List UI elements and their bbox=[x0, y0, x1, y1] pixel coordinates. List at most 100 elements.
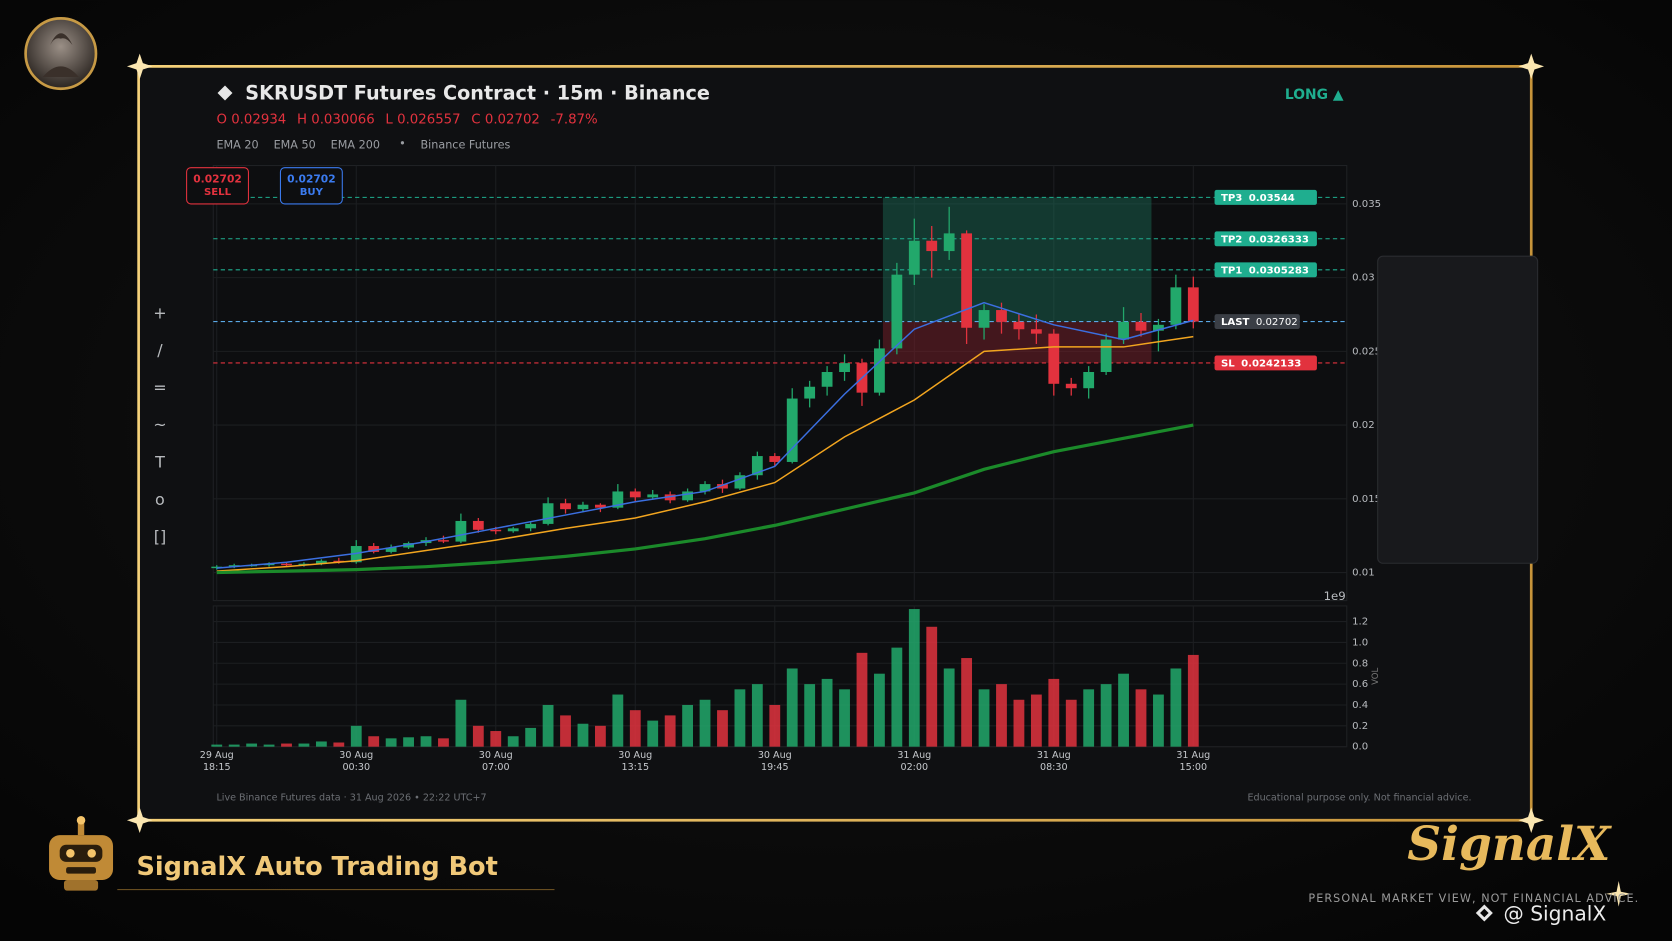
y-tick-label: 0.02 bbox=[1352, 420, 1375, 431]
volume-bar bbox=[612, 694, 624, 747]
logo: SignalX bbox=[1407, 817, 1612, 872]
tool-button[interactable]: [] bbox=[154, 527, 166, 546]
volume-bar bbox=[263, 744, 275, 747]
tool-button[interactable]: = bbox=[153, 378, 166, 397]
candle-body bbox=[368, 546, 380, 552]
candle-body bbox=[594, 504, 606, 508]
bot-name: SignalX Auto Trading Bot bbox=[136, 852, 497, 882]
candle-body bbox=[455, 520, 467, 542]
candle-body bbox=[315, 560, 327, 564]
order-button[interactable]: 0.02702 BUY bbox=[279, 167, 343, 205]
ohlc-label: L bbox=[385, 113, 393, 128]
volume-bar bbox=[211, 744, 223, 747]
avatar[interactable] bbox=[24, 17, 98, 91]
candle-body bbox=[281, 563, 292, 566]
button-price: 0.02702 bbox=[193, 172, 242, 185]
volume-bar bbox=[281, 743, 292, 747]
candle-body bbox=[1135, 321, 1147, 331]
trade-plan-panel bbox=[1377, 255, 1539, 564]
handle-icon bbox=[1475, 904, 1493, 922]
level-tag bbox=[1214, 262, 1317, 278]
plot: 0.01 0.015 0.02 0.025 0.03 0.035 0.0 0.2 0.4 0.6 0… bbox=[200, 165, 1381, 773]
candle-body bbox=[1187, 287, 1199, 322]
candle-body bbox=[804, 386, 816, 399]
tool-button[interactable]: ~ bbox=[153, 415, 166, 434]
candle-body bbox=[1100, 339, 1112, 373]
volume-bar bbox=[1100, 684, 1112, 747]
volume-bar bbox=[298, 743, 310, 747]
volume-offset: 1e9 bbox=[1324, 589, 1346, 603]
ema-line bbox=[216, 301, 1194, 569]
footer-right: Educational purpose only. Not financial … bbox=[1247, 792, 1471, 803]
legend-item: EMA 20 bbox=[216, 138, 258, 151]
volume-bar bbox=[664, 715, 676, 747]
volume-bar bbox=[1083, 689, 1095, 747]
candle-body bbox=[507, 528, 519, 532]
volume-bar bbox=[856, 652, 868, 747]
candle-body bbox=[751, 456, 763, 476]
volume-bar bbox=[403, 737, 414, 747]
tool-button[interactable]: T bbox=[154, 453, 165, 472]
candle-body bbox=[525, 523, 537, 529]
level-tag bbox=[1214, 231, 1317, 247]
volume-bar bbox=[978, 689, 990, 747]
volume-bar bbox=[228, 744, 240, 747]
level-tag-value: 0.0326333 bbox=[1249, 234, 1309, 245]
level-tag-value: 0.02702 bbox=[1256, 317, 1298, 328]
y-tick-label: 0.015 bbox=[1352, 494, 1381, 505]
candle-body bbox=[908, 240, 920, 275]
volume-bar bbox=[926, 626, 938, 747]
volume-bar bbox=[839, 689, 850, 747]
level-tag-value: 0.03544 bbox=[1249, 193, 1295, 204]
volume-bar bbox=[472, 725, 484, 747]
volume-bar bbox=[682, 704, 693, 747]
disclaimer: PERSONAL MARKET VIEW, NOT FINANCIAL ADVI… bbox=[1308, 892, 1639, 905]
button-box bbox=[279, 167, 343, 205]
volume-bar bbox=[908, 609, 920, 747]
chart-title: SKRUSDT Futures Contract · 15m · Binance bbox=[245, 82, 710, 105]
y-tick-label: 0.03 bbox=[1352, 273, 1375, 284]
volume-bar bbox=[1153, 694, 1164, 747]
candle-body bbox=[1083, 372, 1095, 389]
candle-body bbox=[1153, 324, 1164, 331]
candle-body bbox=[943, 233, 955, 252]
price-panel bbox=[212, 164, 1348, 602]
ohlc-label: O bbox=[216, 113, 226, 128]
candle-body bbox=[717, 484, 728, 489]
candle-body bbox=[1030, 329, 1042, 334]
level-tag bbox=[1214, 355, 1317, 371]
candle-body bbox=[1170, 287, 1182, 325]
y-tick-label: 0.035 bbox=[1352, 199, 1381, 210]
ema-line bbox=[216, 335, 1194, 572]
volume-bar bbox=[490, 731, 502, 747]
tool-button[interactable]: o bbox=[155, 490, 165, 509]
volume-bar bbox=[594, 725, 606, 747]
tool-button[interactable]: / bbox=[157, 341, 163, 360]
tool-button[interactable]: + bbox=[153, 303, 166, 322]
candle-body bbox=[961, 233, 973, 328]
volume-bar bbox=[507, 736, 519, 747]
volume-bar bbox=[804, 684, 816, 747]
level-tag-value: 0.0242133 bbox=[1241, 358, 1301, 369]
volume-bar bbox=[1170, 668, 1182, 747]
volume-bar bbox=[542, 704, 554, 747]
ohlc-value: 0.026557 bbox=[397, 113, 461, 128]
volume-tick-label: 1.2 bbox=[1352, 617, 1368, 628]
order-button[interactable]: 0.02702 SELL bbox=[186, 167, 249, 205]
volume-bar bbox=[246, 743, 258, 747]
volume-bar bbox=[333, 742, 345, 747]
volume-bar bbox=[420, 736, 432, 747]
title-icon bbox=[217, 85, 233, 101]
x-tick-label: 31 Aug 15:00 bbox=[1176, 750, 1210, 773]
frame-sparkles bbox=[126, 53, 1632, 907]
level-tag-name: TP2 bbox=[1221, 234, 1242, 245]
candle-body bbox=[542, 503, 554, 524]
candle-body bbox=[438, 540, 449, 542]
volume-bar bbox=[874, 673, 885, 747]
signal: LONG ▲ bbox=[1285, 87, 1344, 103]
candle-body bbox=[891, 274, 903, 349]
candle-body bbox=[490, 529, 502, 532]
volume-tick-label: 0.0 bbox=[1352, 742, 1368, 753]
